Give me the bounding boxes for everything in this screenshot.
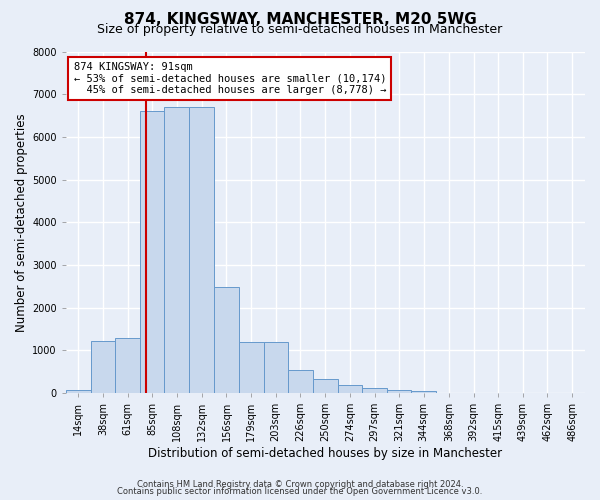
Bar	[288, 370, 313, 393]
Bar	[387, 390, 411, 393]
Text: Contains public sector information licensed under the Open Government Licence v3: Contains public sector information licen…	[118, 487, 482, 496]
Text: 874 KINGSWAY: 91sqm
← 53% of semi-detached houses are smaller (10,174)
  45% of : 874 KINGSWAY: 91sqm ← 53% of semi-detach…	[74, 62, 386, 95]
Bar	[66, 390, 91, 393]
Bar	[263, 342, 288, 393]
Bar	[362, 388, 387, 393]
Bar	[91, 340, 115, 393]
Text: 874, KINGSWAY, MANCHESTER, M20 5WG: 874, KINGSWAY, MANCHESTER, M20 5WG	[124, 12, 476, 28]
Y-axis label: Number of semi-detached properties: Number of semi-detached properties	[15, 113, 28, 332]
Bar	[338, 386, 362, 393]
Bar	[140, 112, 164, 393]
Bar	[411, 392, 436, 393]
X-axis label: Distribution of semi-detached houses by size in Manchester: Distribution of semi-detached houses by …	[148, 447, 502, 460]
Bar	[313, 380, 338, 393]
Bar	[214, 287, 239, 393]
Bar	[115, 338, 140, 393]
Bar	[190, 107, 214, 393]
Text: Size of property relative to semi-detached houses in Manchester: Size of property relative to semi-detach…	[97, 22, 503, 36]
Bar	[164, 107, 190, 393]
Text: Contains HM Land Registry data © Crown copyright and database right 2024.: Contains HM Land Registry data © Crown c…	[137, 480, 463, 489]
Bar	[239, 342, 263, 393]
